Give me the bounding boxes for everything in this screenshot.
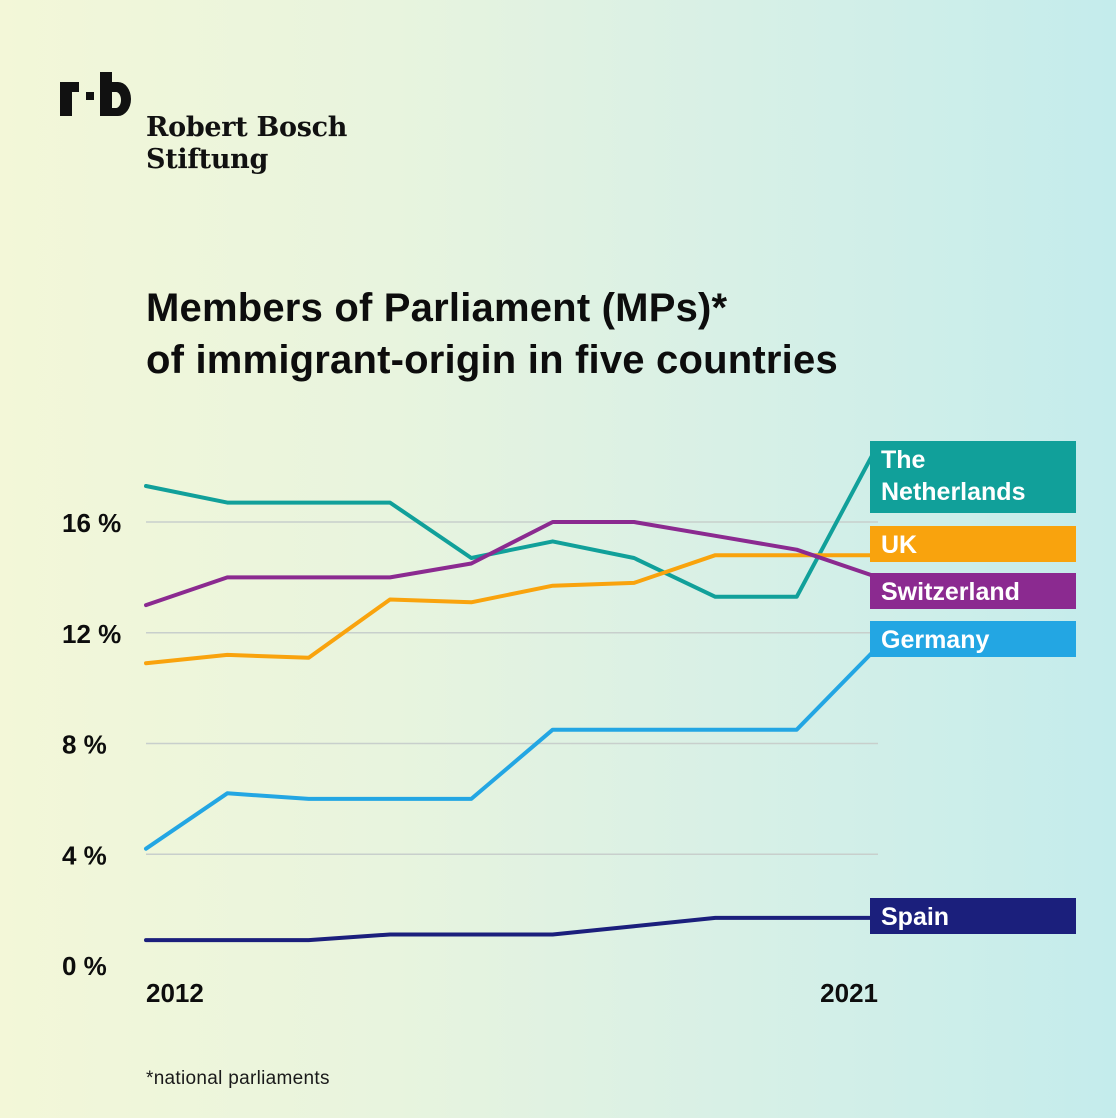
brand-name: Robert Bosch Stiftung (146, 112, 347, 176)
series-label-switzerland: Switzerland (881, 578, 1020, 606)
chart-title: Members of Parliament (MPs)* of immigran… (146, 282, 1086, 386)
chart-title-line1: Members of Parliament (MPs)* (146, 286, 728, 330)
brand-name-line1: Robert Bosch (146, 112, 348, 143)
rb-logo-icon (60, 72, 131, 116)
x-tick-label-end: 2021 (820, 978, 878, 1008)
y-tick-label: 12 % (62, 619, 121, 649)
y-tick-label: 16 % (62, 508, 121, 538)
series-line-spain (144, 915, 880, 943)
series-label-the-netherlands: The (881, 446, 926, 474)
series-label-box-switzerland (870, 573, 1076, 609)
series-label-box-germany (870, 621, 1076, 657)
series-line-the-netherlands (144, 442, 880, 599)
y-tick-label: 0 % (62, 951, 107, 981)
series-label-box-the-netherlands (870, 441, 1076, 513)
series-label-uk: UK (881, 531, 917, 559)
series-label-the-netherlands: Netherlands (881, 478, 1025, 506)
x-tick-label-start: 2012 (146, 978, 204, 1008)
series-label-box-uk (870, 526, 1076, 562)
brand-name-line2: Stiftung (146, 144, 269, 175)
series-label-spain: Spain (881, 903, 949, 931)
y-tick-label: 8 % (62, 730, 107, 760)
series-label-germany: Germany (881, 626, 989, 654)
series-line-germany (144, 644, 880, 851)
y-tick-label: 4 % (62, 840, 107, 870)
series-label-box-spain (870, 898, 1076, 934)
footnote: *national parliaments (146, 1068, 330, 1089)
series-line-switzerland (144, 520, 880, 608)
series-line-uk (144, 553, 880, 666)
chart-title-line2: of immigrant-origin in five countries (146, 338, 838, 382)
